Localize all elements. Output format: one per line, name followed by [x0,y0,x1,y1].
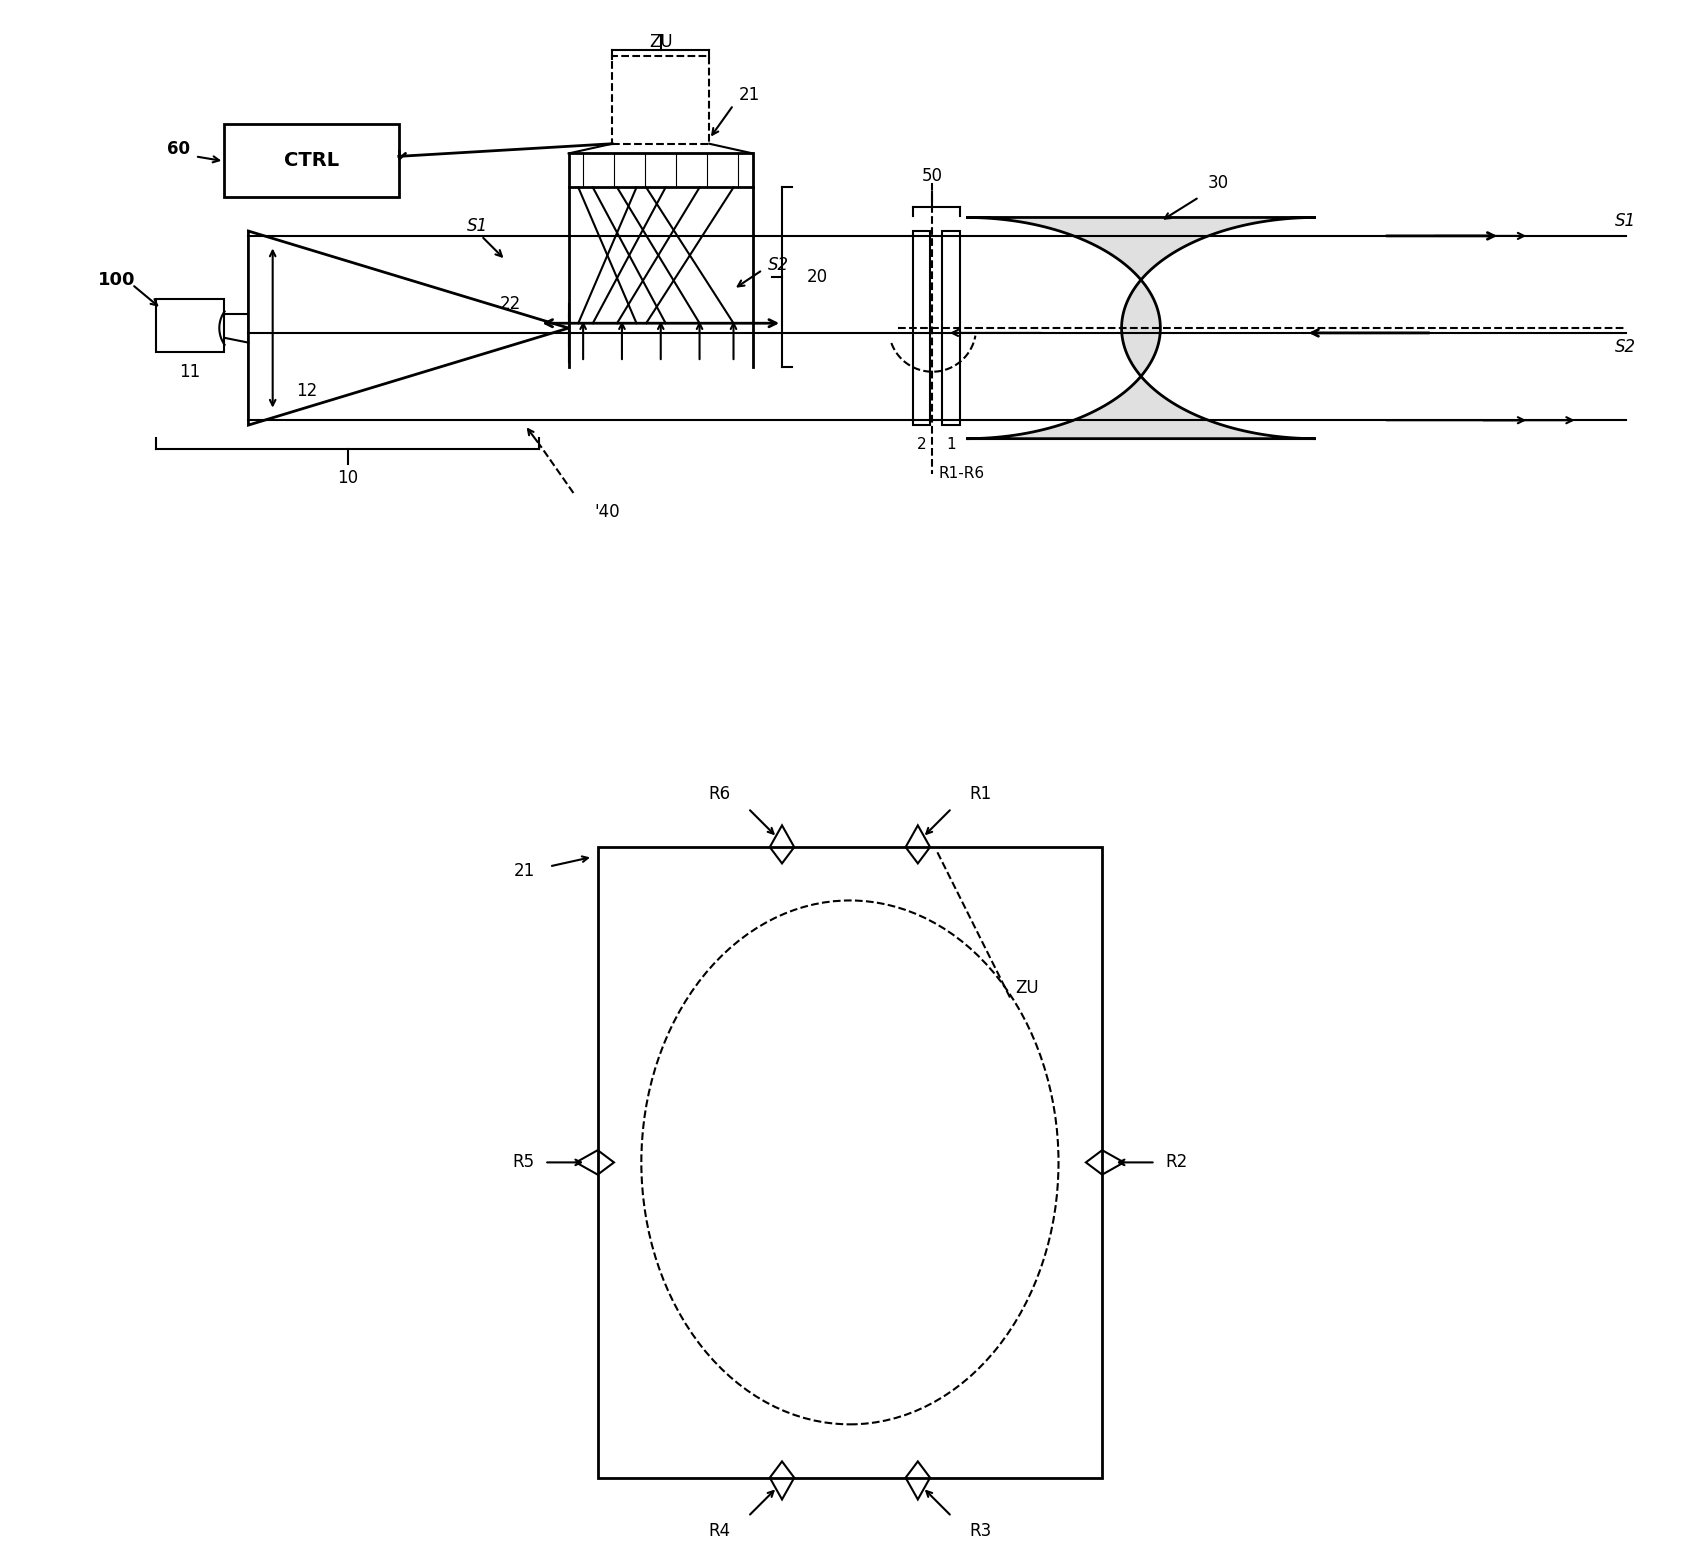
Text: 21: 21 [739,86,759,105]
Text: 2: 2 [917,438,927,452]
Text: 30: 30 [1209,174,1229,191]
Polygon shape [966,217,1315,439]
Text: 60: 60 [168,140,190,157]
Text: S1: S1 [1615,213,1636,230]
Text: S2: S2 [768,256,788,274]
Text: 50: 50 [922,166,942,185]
Text: 10: 10 [337,470,358,487]
Text: 21: 21 [514,863,534,880]
Text: R1: R1 [970,784,992,803]
Text: R5: R5 [512,1153,534,1171]
Bar [568,154,753,188]
Text: 20: 20 [807,268,827,287]
Bar [942,231,959,425]
Text: 22: 22 [500,294,520,313]
Text: R3: R3 [970,1523,992,1539]
Text: 1: 1 [946,438,956,452]
Bar [224,125,398,197]
Bar [612,57,709,143]
Text: ZU: ZU [1015,979,1039,997]
Text: 11: 11 [180,362,200,381]
Text: S1: S1 [466,217,488,236]
Text: '40: '40 [595,504,620,521]
Text: 100: 100 [98,271,136,288]
Text: ZU: ZU [649,32,673,51]
Text: S2: S2 [1615,339,1636,356]
Text: 12: 12 [297,382,317,401]
Text: R1-R6: R1-R6 [939,465,985,481]
Bar [598,848,1102,1478]
Text: R2: R2 [1164,1153,1188,1171]
Text: CTRL: CTRL [285,151,339,170]
Bar [914,231,931,425]
Bar [156,299,224,353]
Text: R4: R4 [709,1523,731,1539]
Text: R6: R6 [709,784,731,803]
